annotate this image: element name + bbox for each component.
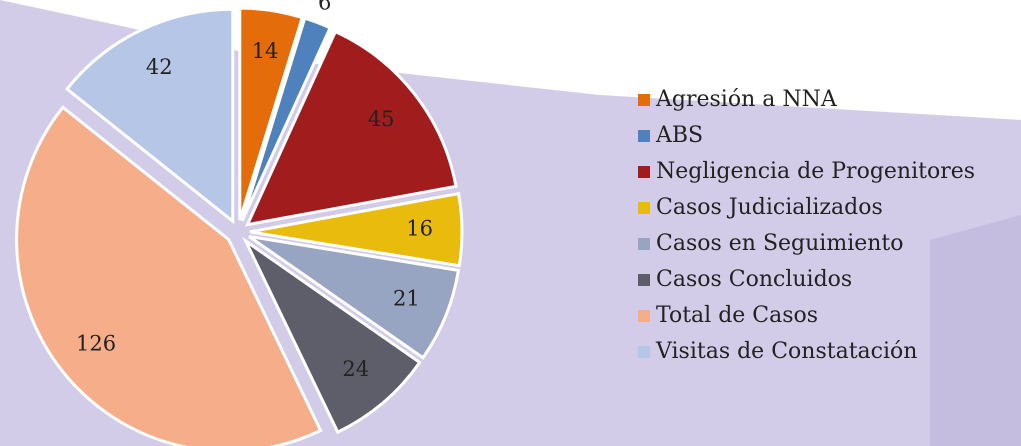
data-label: 42 [146, 55, 173, 79]
pie-slice [248, 235, 461, 360]
legend-label: Casos Concluidos [656, 267, 852, 292]
legend-swatch [638, 346, 650, 358]
legend-swatch [638, 238, 650, 250]
legend-swatch [638, 274, 650, 286]
pie-slice [249, 191, 464, 268]
pie-slice [244, 29, 458, 227]
pie-slice [15, 105, 323, 446]
legend-swatch [638, 166, 650, 178]
legend-label: Negligencia de Progenitores [656, 159, 975, 184]
legend-swatch [638, 94, 650, 106]
data-label: 126 [76, 332, 116, 356]
legend-swatch [638, 310, 650, 322]
data-label: 21 [393, 287, 420, 311]
legend-label: ABS [655, 123, 703, 148]
data-label: 14 [252, 39, 279, 63]
legend-label: Casos en Seguimiento [656, 231, 904, 256]
legend-label: Agresión a NNA [655, 87, 838, 112]
legend-swatch [638, 130, 650, 142]
legend-label: Casos Judicializados [656, 195, 883, 220]
pie-slice [241, 236, 422, 435]
background-panel [930, 215, 1021, 446]
pie-slice [238, 6, 305, 221]
data-label: 45 [368, 107, 395, 131]
data-label: 24 [342, 357, 369, 381]
data-label: 6 [318, 0, 331, 14]
data-label: 16 [406, 217, 433, 241]
legend-swatch [638, 202, 650, 214]
legend-label: Visitas de Constatación [655, 339, 917, 364]
pie-slice [64, 7, 235, 225]
legend-label: Total de Casos [656, 303, 818, 328]
pie-slice [240, 16, 333, 222]
legend: Agresión a NNA ABS Negligencia de Progenit… [638, 87, 975, 364]
pie: 14 6 45 16 21 24 126 42 [15, 0, 464, 446]
